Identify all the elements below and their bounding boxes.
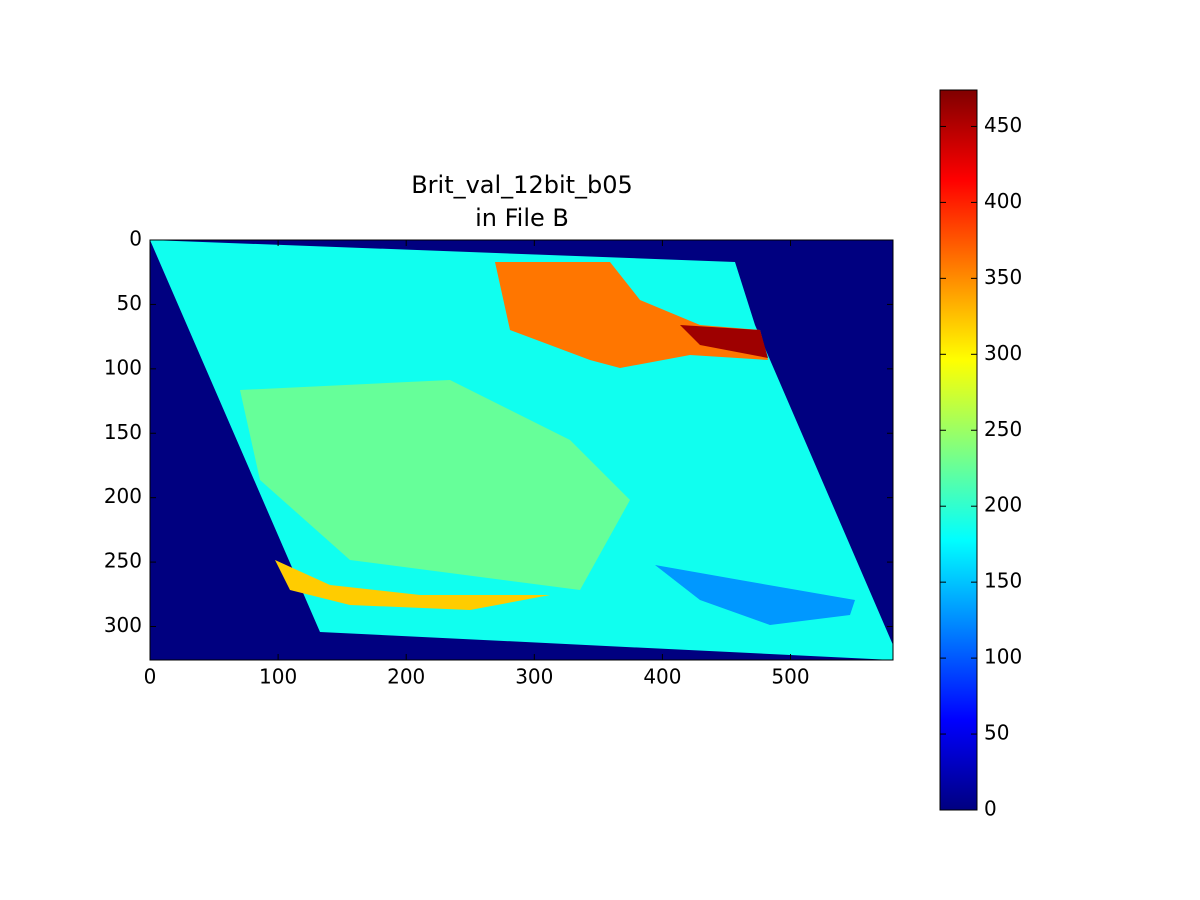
y-tick-label: 150 xyxy=(104,420,142,444)
chart-title: Brit_val_12bit_b05 xyxy=(411,171,633,199)
image-region xyxy=(655,565,855,625)
colorbar-tick-label: 150 xyxy=(984,569,1022,593)
colorbar-tick-label: 450 xyxy=(984,113,1022,137)
y-tick-label: 0 xyxy=(129,227,142,251)
x-tick-label: 100 xyxy=(259,665,297,689)
y-tick-label: 200 xyxy=(104,484,142,508)
x-tick-label: 200 xyxy=(387,665,425,689)
x-tick-label: 400 xyxy=(643,665,681,689)
colorbar-tick-label: 0 xyxy=(984,797,997,821)
y-tick-label: 100 xyxy=(104,355,142,379)
colorbar xyxy=(939,89,978,811)
x-tick-label: 0 xyxy=(144,665,157,689)
chart-subtitle: in File B xyxy=(475,204,569,232)
y-tick-label: 250 xyxy=(104,549,142,573)
colorbar-tick-label: 350 xyxy=(984,265,1022,289)
colorbar-tick-label: 400 xyxy=(984,189,1022,213)
x-tick-label: 300 xyxy=(515,665,553,689)
axes-frame xyxy=(149,239,894,661)
x-tick-label: 500 xyxy=(771,665,809,689)
colorbar-tick-label: 50 xyxy=(984,721,1009,745)
colorbar-tick-label: 200 xyxy=(984,493,1022,517)
image-region xyxy=(240,380,630,590)
image-region xyxy=(680,325,768,358)
y-tick-label: 300 xyxy=(104,613,142,637)
colorbar-tick-label: 250 xyxy=(984,417,1022,441)
image xyxy=(150,240,893,660)
image-region xyxy=(275,560,550,610)
colorbar-tick-label: 100 xyxy=(984,645,1022,669)
y-tick-label: 50 xyxy=(117,291,142,315)
colorbar-tick-label: 300 xyxy=(984,341,1022,365)
